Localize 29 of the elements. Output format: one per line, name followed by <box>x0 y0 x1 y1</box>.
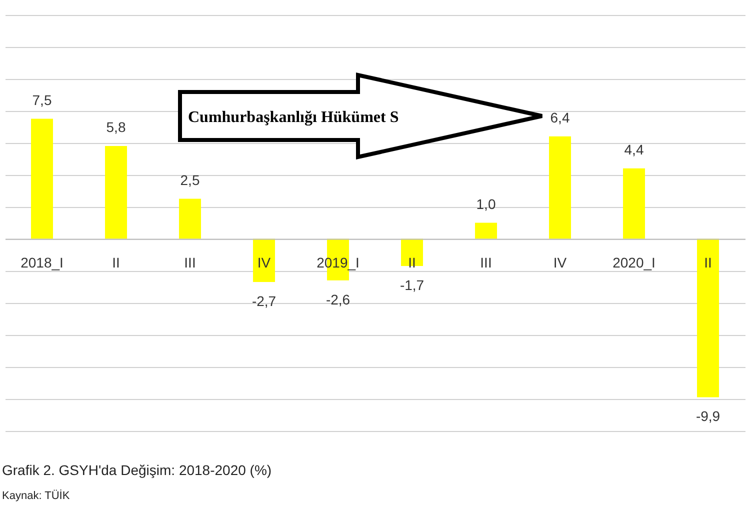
x-tick-label: III <box>184 254 196 270</box>
x-tick-label: II <box>112 254 120 270</box>
bar <box>179 198 201 239</box>
bar <box>623 168 645 239</box>
data-label: 6,4 <box>550 109 570 126</box>
annotation: Cumhurbaşkanlığı Hükümet S <box>188 109 399 126</box>
data-label: 5,8 <box>106 119 126 135</box>
data-label: -2,7 <box>252 293 276 309</box>
data-label: -1,7 <box>400 277 424 293</box>
x-tick-label: IV <box>553 254 568 270</box>
data-label: -2,6 <box>326 291 350 308</box>
bar <box>549 136 571 239</box>
bar <box>253 238 275 282</box>
data-label: 2,5 <box>180 172 200 188</box>
data-label: 1,0 <box>476 196 496 212</box>
x-tick-label: 2020_I <box>612 254 656 270</box>
text: Grafik 2. GSYH'da Değişim: 2018-2020 (%) <box>2 462 272 478</box>
x-tick-label: 2018_I <box>20 254 64 270</box>
x-tick-label: II <box>704 254 712 270</box>
x-tick-label: III <box>480 254 492 270</box>
data-label: -9,9 <box>696 408 720 424</box>
bar <box>31 118 53 239</box>
data-label: 4,4 <box>624 141 644 158</box>
x-tick-label: IV <box>257 254 272 270</box>
text: Kaynak: TÜİK <box>2 490 70 502</box>
bar <box>475 222 497 239</box>
bar <box>697 238 719 398</box>
bar <box>105 146 127 239</box>
data-label: 7,5 <box>32 92 52 108</box>
